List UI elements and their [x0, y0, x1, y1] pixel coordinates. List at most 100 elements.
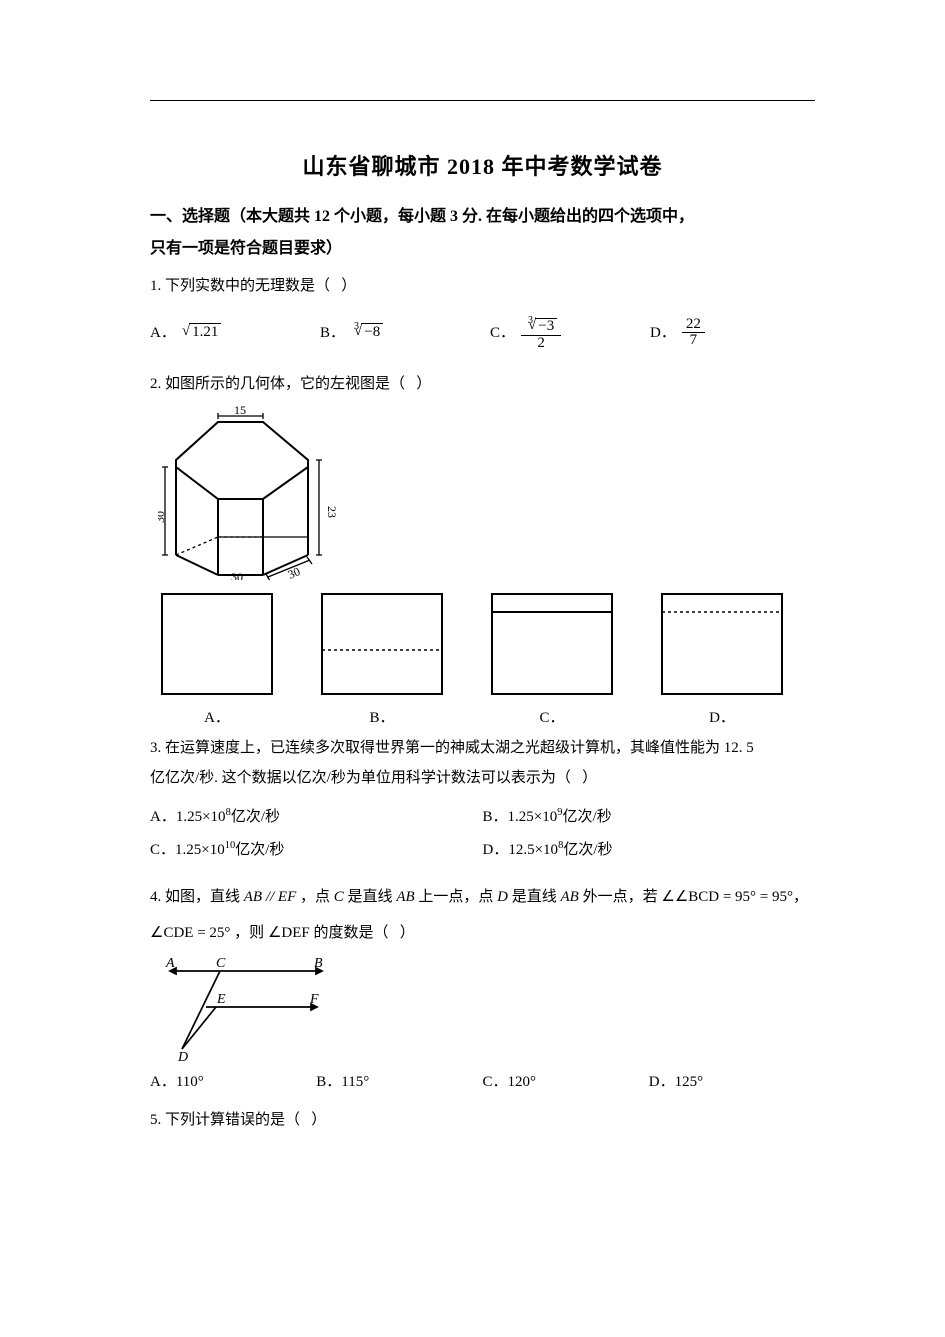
q2-box-b — [318, 590, 446, 698]
q4-m3: 上一点，点 — [418, 889, 493, 905]
q3-line2: 亿亿次/秒. 这个数据以亿次/秒为单位用科学计数法可以表示为（ ） — [150, 770, 597, 786]
section-line1: 一、选择题（本大题共 12 个小题，每小题 3 分. 在每小题给出的四个选项中， — [150, 208, 694, 225]
lbl-d: D — [177, 1050, 188, 1062]
q4-option-b[interactable]: B．115° — [316, 1070, 482, 1091]
lbl-c: C — [216, 957, 226, 971]
dim-left: 30 — [158, 511, 167, 523]
q3-text: 3. 在运算速度上，已连续多次取得世界第一的神威太湖之光超级计算机，其峰值性能为… — [150, 733, 815, 793]
q2-box-d — [658, 590, 786, 698]
lbl-e: E — [216, 992, 226, 1007]
q1-a-label: A． — [150, 321, 176, 342]
q2-prism-diagram: 15 — [158, 405, 348, 580]
q5-text: 5. 下列计算错误的是（ ） — [150, 1105, 815, 1135]
lbl-f: F — [309, 992, 319, 1007]
q4-d: D — [497, 889, 508, 905]
q4-options: A．110° B．115° C．120° D．125° — [150, 1070, 815, 1091]
q3-c-unit: 亿次/秒 — [235, 834, 284, 867]
q1-c-label: C． — [490, 321, 515, 342]
q4-ab1: AB — [396, 889, 414, 905]
q4-ab2: AB — [561, 889, 579, 905]
q4-m4: 是直线 — [512, 889, 557, 905]
q4-end1: 外一点，若 — [583, 889, 658, 905]
q4-end2: 的度数是（ ） — [313, 925, 414, 941]
q1-d-expr: 22 7 — [682, 317, 705, 350]
q3-b-expr: 1.25×109 — [508, 801, 563, 834]
q1-c-index: 3 — [528, 316, 533, 327]
q1-d-label: D． — [650, 321, 676, 342]
q2-d-label: D． — [709, 706, 735, 727]
q1-c-radicand: −3 — [535, 318, 557, 335]
q4-cde: ∠CDE = 25° — [150, 925, 230, 941]
q4-m2: 是直线 — [348, 889, 393, 905]
q2-option-b[interactable]: B． — [318, 590, 446, 727]
lbl-a: A — [165, 957, 175, 971]
q1-option-b[interactable]: B． 3 √−8 — [320, 321, 470, 342]
section-header: 一、选择题（本大题共 12 个小题，每小题 3 分. 在每小题给出的四个选项中，… — [150, 201, 815, 265]
dim-right: 23 — [325, 506, 339, 518]
q3-d-unit: 亿次/秒 — [563, 834, 612, 867]
section-line2: 只有一项是符合题目要求） — [150, 240, 342, 257]
q3-option-c[interactable]: C． 1.25×1010 亿次/秒 — [150, 834, 483, 867]
q3-d-expr: 12.5×108 — [508, 834, 563, 867]
top-rule — [150, 100, 815, 101]
q2-c-label: C． — [539, 706, 564, 727]
q4-text: 4. 如图，直线 AB // EF ，点 C 是直线 AB 上一点，点 D 是直… — [150, 879, 815, 951]
q2-b-label: B． — [369, 706, 394, 727]
q4-diagram: A C B E F D — [162, 957, 337, 1062]
q2-option-d[interactable]: D． — [658, 590, 786, 727]
q1-a-radicand: 1.21 — [189, 323, 221, 341]
q4-m1: ，点 — [300, 889, 330, 905]
q3-option-d[interactable]: D． 12.5×108 亿次/秒 — [483, 834, 816, 867]
q3-options: A． 1.25×108 亿次/秒 B． 1.25×109 亿次/秒 C． 1.2… — [150, 801, 815, 867]
q1-b-expr: 3 √−8 — [351, 323, 383, 341]
q3-a-expr: 1.25×108 — [176, 801, 231, 834]
q4-comma: ， — [793, 889, 808, 905]
q1-d-num: 22 — [682, 317, 705, 334]
q2-box-c — [488, 590, 616, 698]
q4-option-d[interactable]: D．125° — [649, 1070, 815, 1091]
q2-option-c[interactable]: C． — [488, 590, 616, 727]
dim-top: 15 — [234, 405, 246, 417]
q4-option-a[interactable]: A．110° — [150, 1070, 316, 1091]
q1-b-radicand: −8 — [361, 323, 383, 341]
q1-options: A． √1.21 B． 3 √−8 C． 3 √−3 2 — [150, 313, 815, 351]
q3-b-label: B． — [483, 801, 508, 834]
q2-box-a — [158, 590, 276, 698]
q2-options: A． B． C． D． — [158, 590, 815, 727]
q3-option-a[interactable]: A． 1.25×108 亿次/秒 — [150, 801, 483, 834]
q4-option-c[interactable]: C．120° — [483, 1070, 649, 1091]
q3-c-label: C． — [150, 834, 175, 867]
q3-c-expr: 1.25×1010 — [175, 834, 235, 867]
dim-front-right: 30 — [286, 564, 303, 580]
q1-option-d[interactable]: D． 22 7 — [650, 316, 705, 349]
q4-m5: ，则 — [234, 925, 264, 941]
q1-d-den: 7 — [686, 333, 702, 349]
q3-option-b[interactable]: B． 1.25×109 亿次/秒 — [483, 801, 816, 834]
q4-bcd: ∠∠BCD = 95° = 95° — [661, 889, 793, 905]
q1-c-den: 2 — [533, 336, 549, 352]
q4-abef: AB // EF — [244, 889, 297, 905]
q3-a-unit: 亿次/秒 — [231, 801, 280, 834]
q3-line1: 3. 在运算速度上，已连续多次取得世界第一的神威太湖之光超级计算机，其峰值性能为… — [150, 740, 754, 756]
q3-d-label: D． — [483, 834, 509, 867]
q4-pre: 4. 如图，直线 — [150, 889, 240, 905]
q4-def: ∠DEF — [268, 925, 310, 941]
q2-text: 2. 如图所示的几何体，它的左视图是（ ） — [150, 369, 815, 399]
q1-text: 1. 下列实数中的无理数是（ ） — [150, 271, 815, 301]
q1-c-sqrt: 3 √−3 — [525, 318, 557, 335]
q1-b-index: 3 — [354, 321, 359, 332]
q4-c: C — [334, 889, 344, 905]
dim-w: 30 — [231, 570, 243, 580]
q2-option-a[interactable]: A． — [158, 590, 276, 727]
q1-option-a[interactable]: A． √1.21 — [150, 321, 300, 342]
q2-a-label: A． — [204, 706, 230, 727]
q3-b-unit: 亿次/秒 — [562, 801, 611, 834]
q1-option-c[interactable]: C． 3 √−3 2 — [490, 313, 630, 351]
page-title: 山东省聊城市 2018 年中考数学试卷 — [150, 149, 815, 181]
q1-c-expr: 3 √−3 2 — [521, 314, 561, 352]
exam-page: 山东省聊城市 2018 年中考数学试卷 一、选择题（本大题共 12 个小题，每小… — [0, 0, 945, 1199]
q1-a-expr: √1.21 — [182, 323, 221, 341]
q1-c-num: 3 √−3 — [521, 314, 561, 336]
lbl-b: B — [314, 957, 323, 971]
q3-a-label: A． — [150, 801, 176, 834]
